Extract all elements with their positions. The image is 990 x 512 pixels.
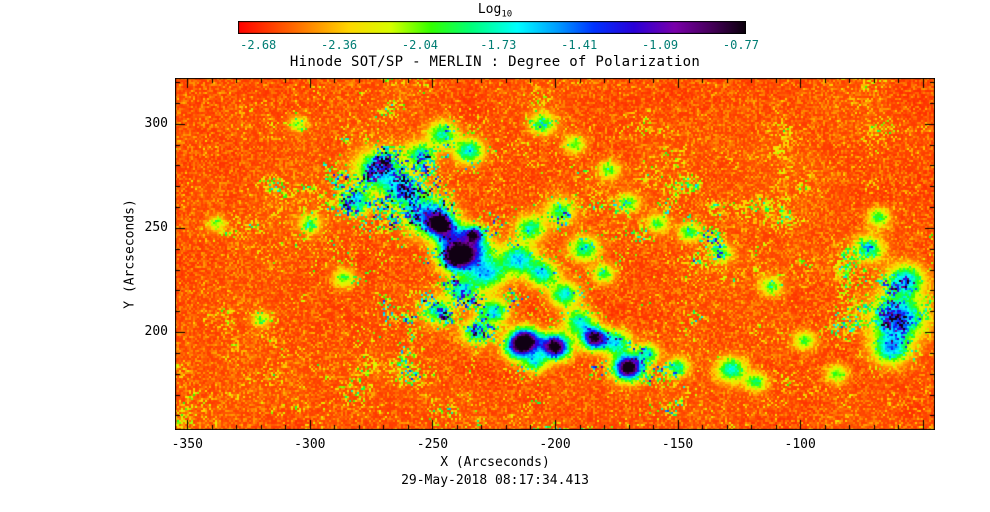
colorbar-title-sub: 10	[501, 9, 513, 20]
colorbar-gradient	[238, 21, 746, 34]
colorbar-tick-label: -1.73	[480, 38, 517, 52]
colorbar-tick-label: -1.41	[561, 38, 598, 52]
y-tick-label: 200	[144, 324, 168, 340]
colorbar-title-base: Log	[477, 2, 502, 17]
timestamp-caption: 29-May-2018 08:17:34.413	[401, 473, 589, 488]
colorbar-tick-labels: -2.68 -2.36 -2.04 -1.73 -1.41 -1.09 -0.77	[238, 38, 759, 53]
colorbar-tick-label: -1.09	[642, 38, 679, 52]
x-tick-label: -300	[294, 437, 326, 452]
x-tick-label: -350	[171, 437, 203, 452]
y-tick-label: 300	[144, 115, 168, 131]
x-axis-title: X (Arcseconds)	[440, 455, 550, 470]
heatmap-canvas	[175, 78, 935, 430]
x-tick-label: -200	[539, 437, 571, 452]
colorbar-tick-label: -2.04	[401, 38, 439, 52]
colorbar-tick-label: -0.77	[722, 38, 759, 52]
y-axis-title: Y (Arcseconds)	[122, 199, 138, 309]
y-tick-label: 250	[144, 219, 168, 235]
colorbar-title: Log10	[0, 2, 990, 20]
x-tick-label: -100	[784, 437, 816, 452]
x-tick-label: -150	[661, 437, 694, 452]
x-tick-label: -250	[416, 437, 449, 452]
colorbar-tick-label: -2.36	[321, 38, 358, 52]
colorbar-tick-label: -2.68	[240, 38, 277, 52]
plot-title: Hinode SOT/SP - MERLIN : Degree of Polar…	[289, 54, 701, 70]
